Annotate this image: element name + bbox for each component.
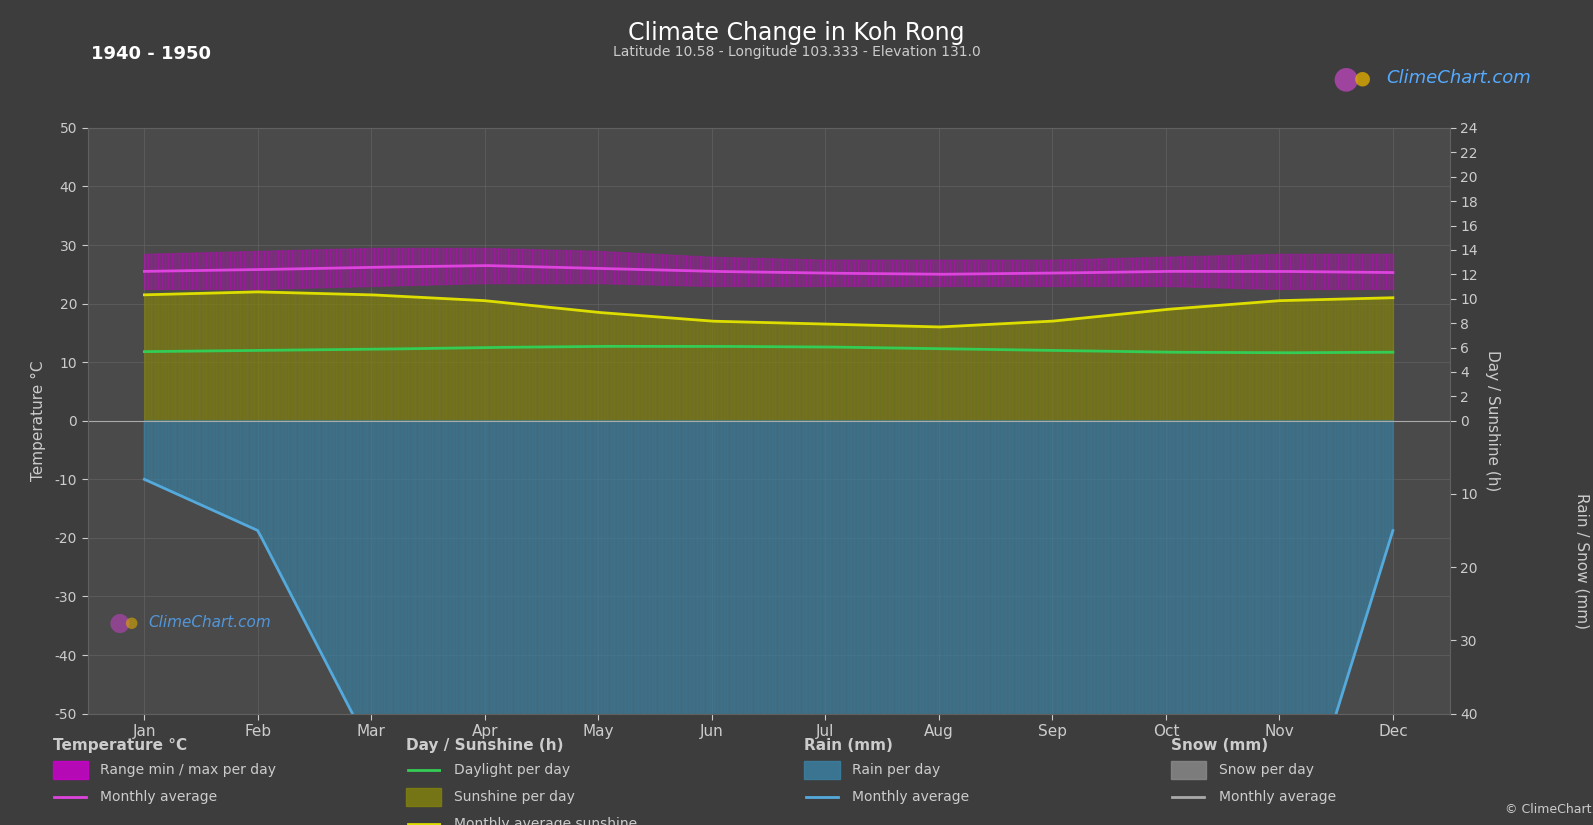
Text: ●: ●: [1354, 68, 1370, 88]
Text: Monthly average sunshine: Monthly average sunshine: [454, 818, 637, 825]
Text: Monthly average: Monthly average: [100, 790, 218, 804]
Text: Rain (mm): Rain (mm): [804, 738, 894, 753]
Text: Temperature °C: Temperature °C: [53, 738, 186, 753]
Text: © ClimeChart.com: © ClimeChart.com: [1505, 803, 1593, 816]
Text: Snow (mm): Snow (mm): [1171, 738, 1268, 753]
Text: Sunshine per day: Sunshine per day: [454, 790, 575, 804]
Text: Day / Sunshine (h): Day / Sunshine (h): [406, 738, 564, 753]
Y-axis label: Day / Sunshine (h): Day / Sunshine (h): [1485, 350, 1501, 492]
Text: Snow per day: Snow per day: [1219, 763, 1314, 776]
Text: ClimeChart.com: ClimeChart.com: [1386, 69, 1531, 87]
Text: Climate Change in Koh Rong: Climate Change in Koh Rong: [628, 21, 965, 45]
Text: Daylight per day: Daylight per day: [454, 763, 570, 776]
Text: Rain / Snow (mm): Rain / Snow (mm): [1574, 493, 1590, 629]
Text: ●: ●: [1333, 64, 1359, 93]
Y-axis label: Temperature °C: Temperature °C: [32, 361, 46, 481]
Text: Range min / max per day: Range min / max per day: [100, 763, 276, 776]
Text: 1940 - 1950: 1940 - 1950: [91, 45, 210, 64]
Text: ●: ●: [124, 615, 137, 630]
Text: Monthly average: Monthly average: [852, 790, 970, 804]
Text: Latitude 10.58 - Longitude 103.333 - Elevation 131.0: Latitude 10.58 - Longitude 103.333 - Ele…: [613, 45, 980, 59]
Text: ●: ●: [108, 610, 131, 635]
Text: Monthly average: Monthly average: [1219, 790, 1337, 804]
Text: ClimeChart.com: ClimeChart.com: [148, 615, 271, 630]
Text: Rain per day: Rain per day: [852, 763, 940, 776]
